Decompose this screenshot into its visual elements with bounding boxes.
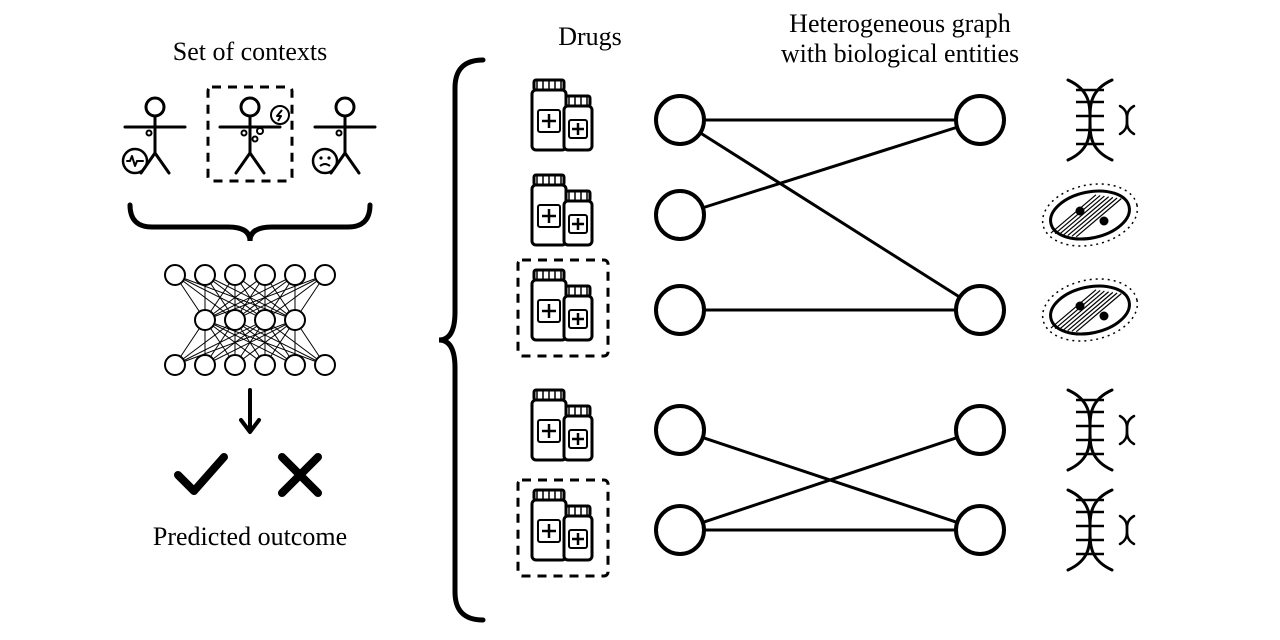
graph-node xyxy=(656,506,704,554)
graph-label-line1: Heterogeneous graph xyxy=(789,9,1011,38)
graph-node xyxy=(956,286,1004,334)
cell-icon xyxy=(1037,271,1143,350)
graph-edges xyxy=(700,120,959,530)
graph-label-line2: with biological entities xyxy=(781,39,1019,68)
graph-node xyxy=(956,506,1004,554)
drugs-label: Drugs xyxy=(558,22,622,51)
dna-icon xyxy=(1068,80,1134,160)
person-icon xyxy=(313,98,375,173)
contexts-brace-icon xyxy=(130,205,370,241)
neural-net-icon xyxy=(165,265,335,375)
big-brace-icon xyxy=(439,60,483,620)
check-icon xyxy=(178,457,224,491)
graph-node xyxy=(656,406,704,454)
graph-node xyxy=(956,406,1004,454)
dna-icon xyxy=(1068,390,1134,470)
pill-bottle-icon xyxy=(532,270,592,340)
left-panel: Set of contexts Predicted outcome xyxy=(123,37,375,551)
graph-node xyxy=(656,96,704,144)
graph-node xyxy=(956,96,1004,144)
dna-icon xyxy=(1068,490,1134,570)
pill-bottle-icon xyxy=(532,80,592,150)
graph-edge xyxy=(703,127,957,208)
predicted-outcome-label: Predicted outcome xyxy=(153,522,347,551)
graph-node xyxy=(656,191,704,239)
contexts-label: Set of contexts xyxy=(173,37,328,66)
diagram-canvas: Set of contexts Predicted outcome Drugs Het… xyxy=(0,0,1280,640)
pill-bottle-icon xyxy=(532,175,592,245)
person-icon xyxy=(123,98,185,173)
pill-bottle-icon xyxy=(532,490,592,560)
person-icon xyxy=(220,98,289,173)
pill-bottle-icon xyxy=(532,390,592,460)
graph-node xyxy=(656,286,704,334)
graph-edge xyxy=(700,133,959,297)
right-panel: Drugs Heterogeneous graphwith biological … xyxy=(518,9,1143,576)
cell-icon xyxy=(1037,176,1143,255)
cross-icon xyxy=(282,457,318,493)
